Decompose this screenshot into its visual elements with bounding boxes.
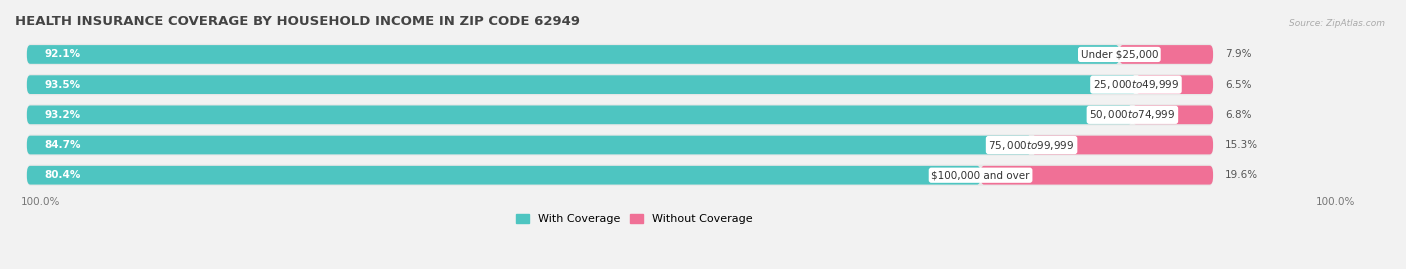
FancyBboxPatch shape xyxy=(27,104,1213,125)
Text: 19.6%: 19.6% xyxy=(1225,170,1258,180)
FancyBboxPatch shape xyxy=(27,75,1136,94)
FancyBboxPatch shape xyxy=(27,166,980,185)
Text: 84.7%: 84.7% xyxy=(45,140,82,150)
Text: 100.0%: 100.0% xyxy=(1316,197,1355,207)
Text: 92.1%: 92.1% xyxy=(45,49,80,59)
Text: 6.8%: 6.8% xyxy=(1225,110,1251,120)
Text: 7.9%: 7.9% xyxy=(1225,49,1251,59)
FancyBboxPatch shape xyxy=(27,45,1119,64)
Text: $25,000 to $49,999: $25,000 to $49,999 xyxy=(1092,78,1180,91)
FancyBboxPatch shape xyxy=(1119,45,1213,64)
Text: $75,000 to $99,999: $75,000 to $99,999 xyxy=(988,139,1074,151)
FancyBboxPatch shape xyxy=(27,136,1032,154)
Text: Under $25,000: Under $25,000 xyxy=(1081,49,1159,59)
Text: Source: ZipAtlas.com: Source: ZipAtlas.com xyxy=(1289,19,1385,28)
FancyBboxPatch shape xyxy=(27,134,1213,155)
Text: 93.5%: 93.5% xyxy=(45,80,80,90)
FancyBboxPatch shape xyxy=(1032,136,1213,154)
FancyBboxPatch shape xyxy=(27,74,1213,95)
Text: HEALTH INSURANCE COVERAGE BY HOUSEHOLD INCOME IN ZIP CODE 62949: HEALTH INSURANCE COVERAGE BY HOUSEHOLD I… xyxy=(15,15,581,28)
FancyBboxPatch shape xyxy=(27,105,1132,124)
FancyBboxPatch shape xyxy=(27,44,1213,65)
Text: $100,000 and over: $100,000 and over xyxy=(931,170,1029,180)
FancyBboxPatch shape xyxy=(27,165,1213,186)
Text: $50,000 to $74,999: $50,000 to $74,999 xyxy=(1090,108,1175,121)
Legend: With Coverage, Without Coverage: With Coverage, Without Coverage xyxy=(512,209,756,228)
FancyBboxPatch shape xyxy=(1132,105,1213,124)
FancyBboxPatch shape xyxy=(980,166,1213,185)
Text: 80.4%: 80.4% xyxy=(45,170,82,180)
Text: 93.2%: 93.2% xyxy=(45,110,80,120)
Text: 15.3%: 15.3% xyxy=(1225,140,1258,150)
Text: 100.0%: 100.0% xyxy=(21,197,60,207)
FancyBboxPatch shape xyxy=(1136,75,1213,94)
Text: 6.5%: 6.5% xyxy=(1225,80,1251,90)
